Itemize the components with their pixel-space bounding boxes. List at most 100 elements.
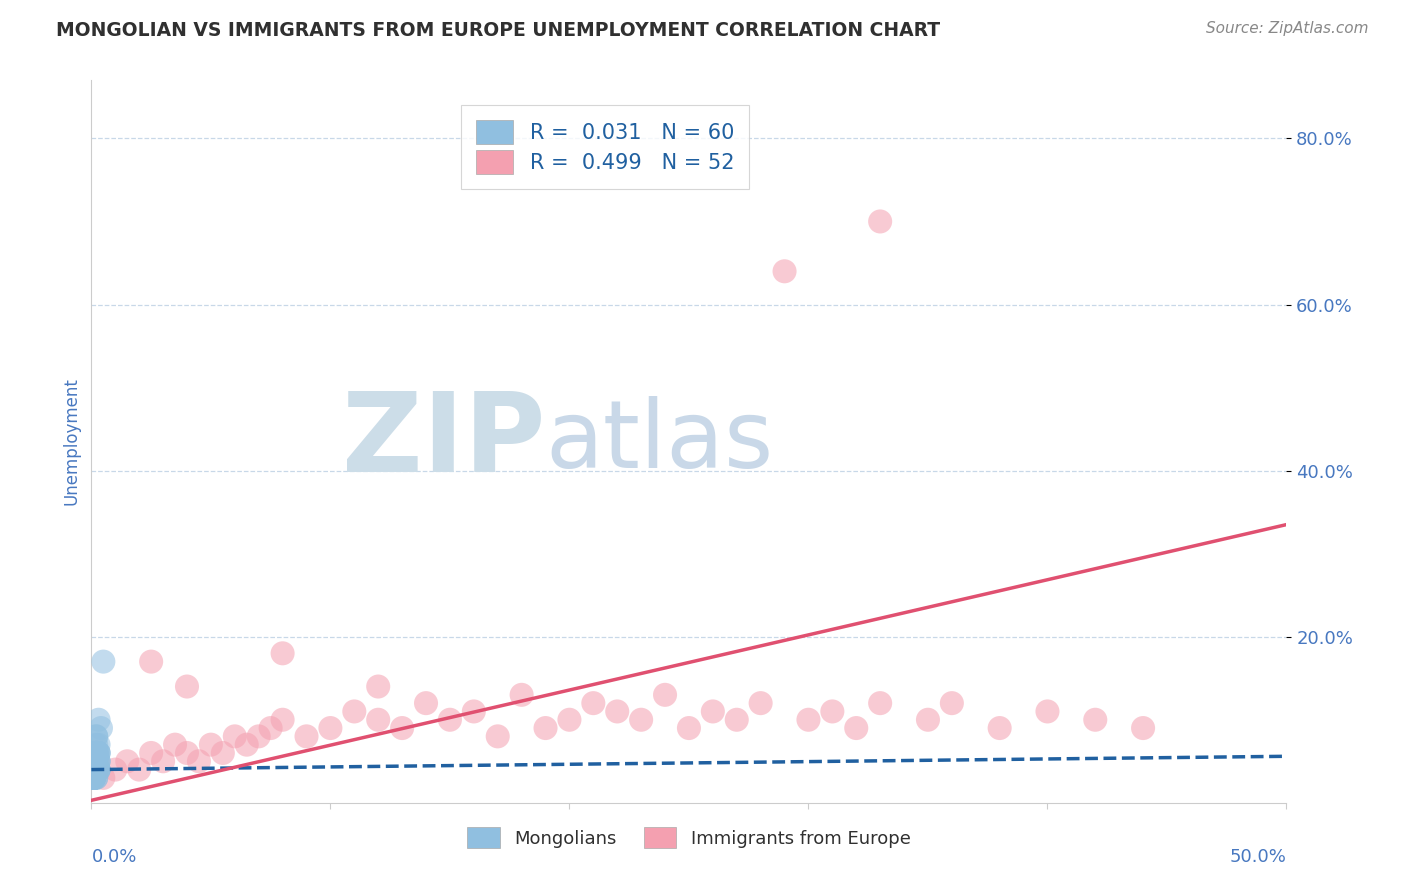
Point: [84, 746, 107, 760]
Point: [917, 713, 939, 727]
Y-axis label: Unemployment: Unemployment: [62, 377, 80, 506]
Point: [83, 763, 105, 777]
Point: [87, 763, 110, 777]
Point: [84, 746, 107, 760]
Text: ZIP: ZIP: [342, 388, 546, 495]
Point: [87, 754, 110, 768]
Point: [271, 646, 294, 660]
Point: [87, 754, 110, 768]
Point: [84, 754, 107, 768]
Point: [725, 713, 748, 727]
Point: [654, 688, 676, 702]
Point: [83, 771, 105, 785]
Point: [630, 713, 652, 727]
Point: [84, 763, 107, 777]
Point: [84, 771, 107, 785]
Point: [83, 754, 105, 768]
Point: [582, 696, 605, 710]
Point: [83, 763, 105, 777]
Point: [84, 738, 107, 752]
Point: [187, 754, 211, 768]
Point: [224, 730, 246, 744]
Point: [87, 713, 110, 727]
Point: [90, 721, 112, 735]
Point: [510, 688, 533, 702]
Point: [1036, 705, 1059, 719]
Point: [84, 763, 107, 777]
Point: [93, 771, 114, 785]
Point: [988, 721, 1011, 735]
Point: [797, 713, 820, 727]
Point: [83, 771, 105, 785]
Text: Source: ZipAtlas.com: Source: ZipAtlas.com: [1205, 21, 1368, 37]
Point: [87, 738, 110, 752]
Point: [869, 696, 891, 710]
Point: [367, 713, 389, 727]
Point: [84, 730, 107, 744]
Point: [87, 763, 110, 777]
Point: [83, 763, 105, 777]
Point: [845, 721, 868, 735]
Point: [141, 746, 162, 760]
Point: [200, 738, 222, 752]
Point: [259, 721, 281, 735]
Point: [84, 754, 107, 768]
Point: [87, 746, 110, 760]
Point: [83, 763, 105, 777]
Text: atlas: atlas: [546, 395, 773, 488]
Point: [211, 746, 233, 760]
Point: [1084, 713, 1107, 727]
Point: [83, 771, 105, 785]
Point: [84, 746, 107, 760]
Point: [84, 763, 107, 777]
Point: [87, 754, 110, 768]
Point: [84, 754, 107, 768]
Point: [83, 754, 105, 768]
Point: [367, 680, 389, 694]
Point: [83, 754, 105, 768]
Point: [486, 730, 509, 744]
Point: [87, 746, 110, 760]
Point: [84, 763, 107, 777]
Point: [463, 705, 485, 719]
Text: 50.0%: 50.0%: [1230, 848, 1286, 866]
Point: [415, 696, 437, 710]
Point: [439, 713, 461, 727]
Legend: Mongolians, Immigrants from Europe: Mongolians, Immigrants from Europe: [460, 820, 918, 855]
Text: MONGOLIAN VS IMMIGRANTS FROM EUROPE UNEMPLOYMENT CORRELATION CHART: MONGOLIAN VS IMMIGRANTS FROM EUROPE UNEM…: [56, 21, 941, 40]
Point: [749, 696, 772, 710]
Point: [534, 721, 557, 735]
Point: [83, 771, 105, 785]
Point: [128, 763, 150, 777]
Point: [295, 730, 318, 744]
Point: [1132, 721, 1154, 735]
Point: [83, 754, 105, 768]
Point: [83, 763, 105, 777]
Point: [83, 754, 105, 768]
Point: [319, 721, 342, 735]
Point: [176, 680, 198, 694]
Point: [83, 763, 105, 777]
Point: [84, 746, 107, 760]
Text: 0.0%: 0.0%: [91, 848, 136, 866]
Point: [678, 721, 700, 735]
Point: [163, 738, 186, 752]
Point: [87, 763, 110, 777]
Point: [941, 696, 963, 710]
Point: [83, 763, 105, 777]
Point: [84, 746, 107, 760]
Point: [558, 713, 581, 727]
Point: [83, 771, 105, 785]
Point: [83, 754, 105, 768]
Point: [93, 655, 114, 669]
Point: [84, 746, 107, 760]
Point: [83, 763, 105, 777]
Point: [83, 763, 105, 777]
Point: [84, 730, 107, 744]
Point: [141, 655, 162, 669]
Point: [235, 738, 259, 752]
Point: [84, 754, 107, 768]
Point: [83, 771, 105, 785]
Point: [83, 771, 105, 785]
Point: [773, 264, 796, 278]
